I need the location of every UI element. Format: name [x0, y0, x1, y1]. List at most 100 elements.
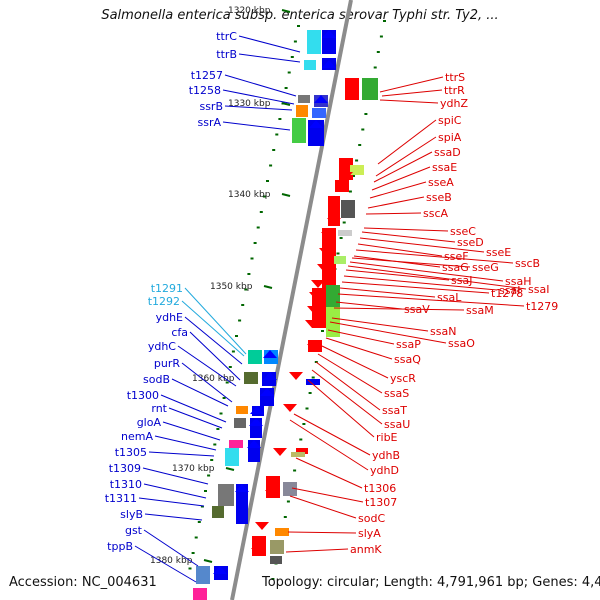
gene-label-t1311: t1311	[105, 492, 205, 507]
leader-line	[295, 457, 363, 489]
ruler-mark: 1330 kbp	[228, 99, 291, 109]
ruler-label: 1320 kbp	[228, 6, 271, 16]
track-dot	[210, 459, 214, 461]
track-dot	[194, 536, 198, 539]
gene-label: ttrB	[216, 48, 237, 61]
gene-label: spiA	[438, 131, 462, 144]
gene-label: sscB	[515, 257, 540, 270]
gene-label-t1279: t1279	[337, 293, 558, 313]
gene-block	[306, 379, 320, 385]
gene-label: sseG	[472, 261, 499, 274]
gene-block	[326, 307, 340, 337]
track-dot	[342, 221, 346, 224]
gene-label: sseC	[450, 225, 476, 238]
track-dot	[204, 490, 207, 492]
gene-label-ssaE: ssaE	[371, 161, 457, 191]
gene-label-t1307: t1307	[291, 487, 397, 509]
gene-arrow-plus	[247, 440, 261, 448]
gene-label-t1257: t1257	[191, 69, 297, 97]
gene-label-ssaN: ssaN	[331, 317, 456, 338]
gene-label-ydhZ: ydhZ	[379, 97, 468, 110]
gene-arrow-minus	[309, 292, 323, 300]
gene-label: t1300	[127, 389, 159, 402]
gene-arrow-minus	[339, 172, 353, 180]
gene-label: t1309	[109, 462, 141, 475]
track-dot	[358, 144, 362, 146]
gene-block	[292, 118, 306, 143]
track-dot	[259, 211, 263, 213]
gene-block	[283, 482, 297, 496]
gene-label-ribE: ribE	[307, 379, 398, 444]
leader-line	[347, 265, 527, 290]
leader-line	[329, 321, 447, 344]
leader-line	[143, 529, 199, 567]
leader-line	[317, 353, 383, 394]
ruler-mark: 1370 kbp	[172, 464, 235, 474]
gene-label: ssaI	[528, 283, 549, 296]
track-dot	[297, 25, 300, 27]
gene-label: ssaE	[432, 161, 457, 174]
gene-label-ttrS: ttrS	[379, 71, 465, 93]
gene-arrow-minus	[317, 264, 331, 272]
gene-arrow-plus	[250, 406, 264, 414]
gene-block	[270, 556, 282, 564]
track-dot	[299, 438, 303, 441]
gene-block	[350, 165, 364, 175]
gene-label-sscA: sscA	[365, 207, 449, 220]
gene-label-sseE: sseE	[359, 237, 511, 259]
track-dot	[244, 288, 248, 291]
gene-label-spiC: spiC	[377, 114, 462, 165]
track-dot	[339, 237, 343, 239]
leader-line	[293, 413, 371, 456]
gene-label-slyA: slyA	[287, 527, 381, 540]
gene-label: t1305	[115, 446, 147, 459]
track-dot	[197, 521, 201, 523]
leader-line	[184, 287, 247, 355]
gene-arrow-plus	[213, 566, 227, 574]
leader-line	[355, 249, 514, 264]
ruler-mark: 1350 kbp	[210, 282, 273, 292]
gene-label: ssaU	[384, 418, 410, 431]
gene-block	[225, 448, 239, 466]
track-dot	[231, 350, 235, 353]
gene-label-nemA: nemA	[121, 430, 217, 451]
gene-label: yscR	[390, 372, 416, 385]
track-dot	[305, 407, 309, 410]
gene-label-gloA: gloA	[137, 416, 221, 441]
gene-label: t1306	[364, 482, 396, 495]
gene-block	[296, 448, 308, 454]
gene-arrow-minus	[265, 490, 279, 498]
gene-arrow-minus	[311, 280, 325, 288]
gene-label: ssaJ	[451, 274, 472, 287]
gene-arrow-minus	[255, 522, 269, 530]
track-dot	[355, 159, 359, 162]
leader-line	[343, 275, 498, 291]
leader-line	[148, 451, 215, 457]
leader-line	[287, 531, 357, 534]
leader-line	[160, 394, 227, 423]
gene-label-cfa: cfa	[171, 326, 241, 381]
track-dot	[253, 242, 257, 244]
topology-text: Topology: circular; Length: 4,791,961 bp…	[262, 575, 600, 590]
gene-label-ttrR: ttrR	[381, 84, 465, 97]
track-dot	[235, 335, 238, 337]
track-dot	[219, 412, 223, 415]
track-dot	[241, 304, 245, 306]
gene-label: slyB	[120, 508, 143, 521]
gene-label-ttrB: ttrB	[216, 48, 301, 63]
gene-arrow-minus	[251, 548, 265, 556]
gene-label: ssaO	[448, 337, 475, 350]
gene-arrow-minus	[305, 320, 319, 328]
gene-block	[362, 78, 378, 100]
gene-label-t1310: t1310	[110, 478, 207, 499]
gene-arrow-plus	[260, 388, 274, 396]
gene-label: sseB	[426, 191, 452, 204]
gene-label-ssaU: ssaU	[311, 369, 410, 431]
gene-block	[322, 228, 336, 288]
gene-label-t1306: t1306	[295, 457, 396, 495]
leader-line	[181, 300, 245, 357]
gene-label: ssaI	[499, 284, 520, 297]
accession-text: Accession: NC_004631	[9, 575, 157, 590]
gene-block	[307, 30, 321, 54]
